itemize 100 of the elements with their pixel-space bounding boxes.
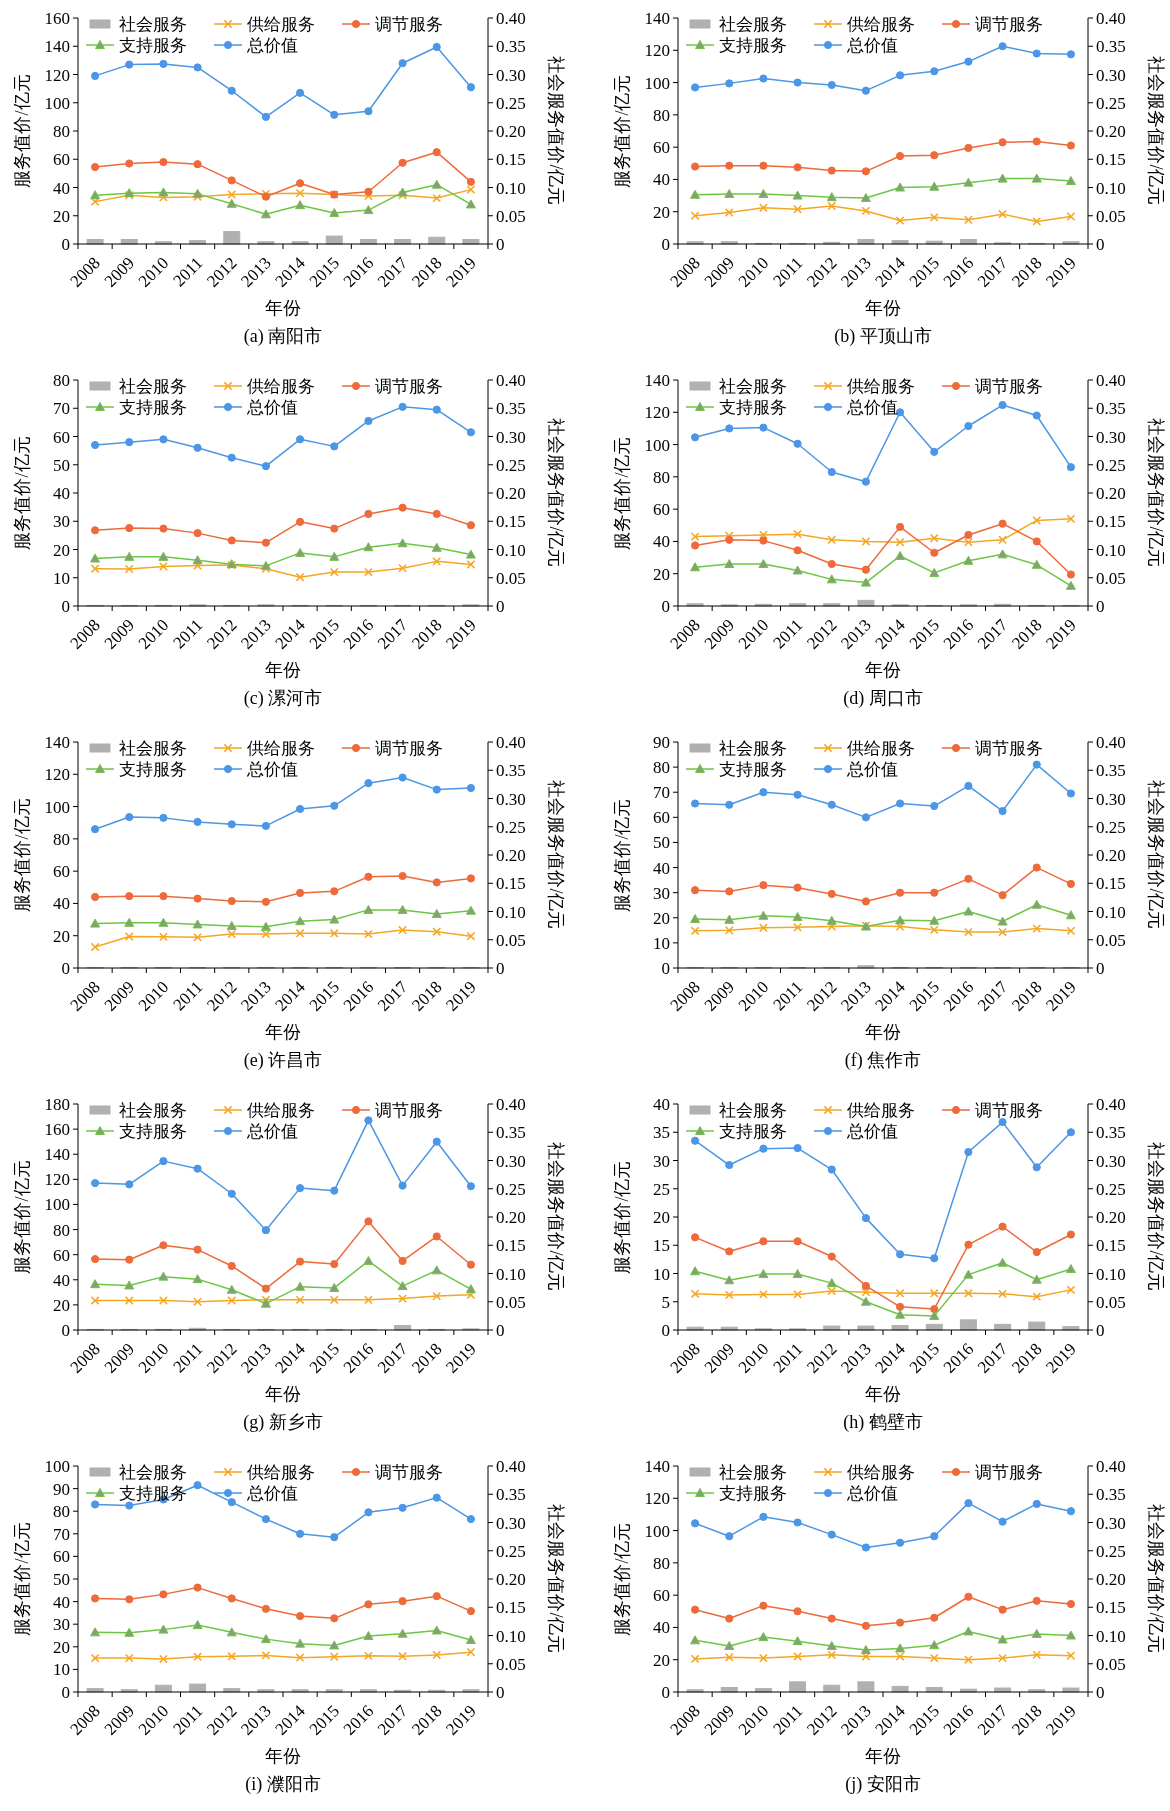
legend-label: 总价值 [846, 1484, 898, 1503]
y2-tick-label: 0.25 [1096, 1179, 1126, 1199]
legend-label: 支持服务 [719, 760, 787, 779]
y-tick-label: 140 [644, 371, 670, 390]
text: (c) 漯河市 [243, 688, 323, 709]
legend-label: 供给服务 [847, 377, 915, 396]
y-tick-label: 50 [53, 455, 70, 475]
y-tick-label: 180 [44, 1095, 70, 1114]
y2-tick-label: 0 [1096, 959, 1105, 978]
y-tick-label: 10 [53, 568, 70, 588]
y2-axis-title: 社会服务值价/亿元 [546, 780, 566, 930]
text: (g) 新乡市 [243, 1412, 323, 1433]
y-tick-label: 40 [53, 1270, 70, 1290]
y2-tick-label: 0 [1096, 597, 1105, 616]
y-tick-label: 20 [53, 206, 70, 226]
text: (d) 周口市 [843, 688, 923, 709]
y-tick-label: 20 [53, 540, 70, 560]
y-axis-title: 服务值价/亿元 [612, 798, 632, 912]
y-tick-label: 100 [44, 1195, 70, 1215]
y2-tick-label: 0.25 [496, 455, 526, 475]
y2-tick-label: 0.20 [496, 1208, 526, 1227]
y2-axis-title: 社会服务值价/亿元 [1146, 780, 1166, 930]
legend-label: 总价值 [246, 1122, 298, 1141]
legend-label: 调节服务 [375, 739, 443, 758]
y-tick-label: 10 [53, 1660, 70, 1680]
y-tick-label: 100 [44, 1457, 70, 1476]
y2-tick-label: 0.20 [1096, 1570, 1126, 1589]
y-tick-label: 60 [53, 427, 70, 447]
y2-tick-label: 0.35 [496, 1123, 526, 1143]
y2-tick-label: 0.30 [1096, 1513, 1126, 1533]
y-tick-label: 20 [653, 202, 670, 222]
y2-tick-label: 0.20 [496, 484, 526, 503]
y-tick-label: 0 [61, 1321, 70, 1340]
y2-tick-label: 0.10 [1096, 178, 1126, 198]
y2-tick-label: 0.25 [496, 817, 526, 837]
y-tick-label: 60 [653, 1586, 670, 1606]
y2-tick-label: 0.15 [496, 512, 526, 532]
legend-label: 总价值 [846, 398, 898, 417]
y-tick-label: 10 [653, 1264, 670, 1284]
text: (e) 许昌市 [243, 1050, 323, 1071]
legend-label: 支持服务 [119, 1122, 187, 1141]
y-tick-label: 60 [53, 1547, 70, 1567]
y2-tick-label: 0.35 [1096, 37, 1126, 57]
legend-label: 支持服务 [719, 36, 787, 55]
legend-label: 调节服务 [375, 1101, 443, 1120]
y2-tick-label: 0.20 [1096, 846, 1126, 865]
y-tick-label: 40 [53, 1592, 70, 1612]
y-tick-label: 20 [653, 564, 670, 584]
y2-tick-label: 0 [1096, 1683, 1105, 1702]
y-tick-label: 0 [661, 1321, 670, 1340]
y2-tick-label: 0.25 [1096, 817, 1126, 837]
legend-label: 供给服务 [847, 1101, 915, 1120]
legend-label: 支持服务 [119, 398, 187, 417]
y2-tick-label: 0 [496, 1321, 505, 1340]
legend-label: 供给服务 [247, 1101, 315, 1120]
y-tick-label: 140 [644, 1457, 670, 1476]
y-tick-label: 80 [653, 105, 670, 125]
y2-tick-label: 0.20 [1096, 1208, 1126, 1227]
y2-tick-label: 0.40 [1096, 9, 1126, 28]
y2-tick-label: 0.20 [496, 846, 526, 865]
y2-tick-label: 0.40 [1096, 1095, 1126, 1114]
y-tick-label: 80 [653, 1553, 670, 1573]
y-tick-label: 10 [653, 933, 670, 953]
x-axis-title: 年份 [265, 660, 301, 680]
y-tick-label: 90 [53, 1479, 70, 1499]
legend-label: 支持服务 [719, 1122, 787, 1141]
y-tick-label: 20 [53, 1295, 70, 1315]
y2-tick-label: 0.10 [496, 902, 526, 922]
legend-label: 供给服务 [247, 15, 315, 34]
y2-tick-label: 0.30 [1096, 427, 1126, 447]
y2-axis-title: 社会服务值价/亿元 [546, 1504, 566, 1654]
y2-tick-label: 0 [1096, 235, 1105, 254]
y-tick-label: 20 [653, 1650, 670, 1670]
y2-tick-label: 0.15 [1096, 1236, 1126, 1256]
legend-label: 社会服务 [119, 377, 187, 396]
y2-tick-label: 0.30 [496, 65, 526, 85]
y-tick-label: 30 [653, 1151, 670, 1171]
text: (h) 鹤壁市 [843, 1412, 923, 1433]
y-tick-label: 80 [653, 758, 670, 778]
y-tick-label: 30 [53, 512, 70, 532]
y-tick-label: 0 [661, 597, 670, 616]
y-tick-label: 120 [644, 1489, 670, 1509]
legend-label: 调节服务 [375, 1463, 443, 1482]
y2-tick-label: 0.25 [1096, 455, 1126, 475]
y2-axis-title: 社会服务值价/亿元 [1146, 1504, 1166, 1654]
x-axis-title: 年份 [865, 1022, 901, 1042]
y2-tick-label: 0.20 [1096, 122, 1126, 141]
y-tick-label: 80 [53, 371, 70, 390]
y-tick-label: 140 [44, 733, 70, 752]
legend-label: 总价值 [846, 1122, 898, 1141]
y-tick-label: 100 [644, 1521, 670, 1541]
y2-tick-label: 0.35 [1096, 1485, 1126, 1505]
legend-label: 社会服务 [119, 739, 187, 758]
y2-tick-label: 0 [1096, 1321, 1105, 1340]
y2-tick-label: 0 [496, 1683, 505, 1702]
y-tick-label: 30 [653, 883, 670, 903]
y2-tick-label: 0.20 [1096, 484, 1126, 503]
y2-tick-label: 0.35 [496, 37, 526, 57]
legend-label: 供给服务 [247, 739, 315, 758]
y2-tick-label: 0.05 [496, 206, 526, 226]
